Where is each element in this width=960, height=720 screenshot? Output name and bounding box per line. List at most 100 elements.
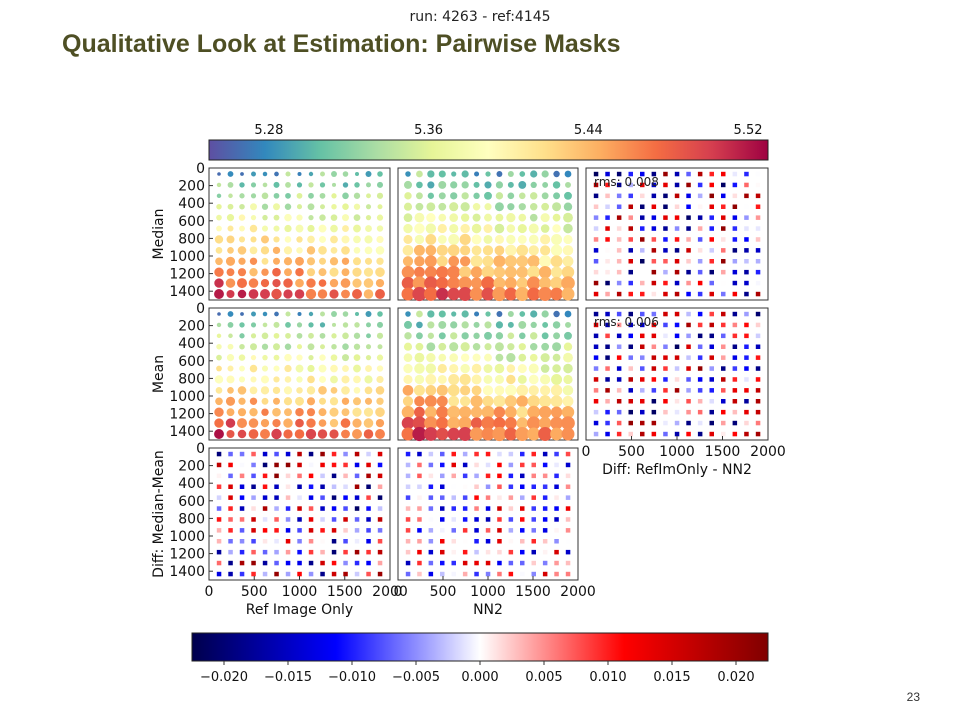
- diff-square: [616, 237, 622, 242]
- x-tick-label: 500: [430, 584, 457, 600]
- data-point: [319, 375, 326, 383]
- data-point: [249, 407, 258, 417]
- data-point: [354, 182, 360, 188]
- data-point: [458, 427, 473, 441]
- data-point: [505, 244, 517, 257]
- diff-square: [732, 248, 738, 253]
- diff-square: [744, 399, 749, 404]
- data-point: [353, 257, 361, 266]
- diff-square: [697, 226, 703, 231]
- data-point: [377, 171, 383, 177]
- diff-square: [674, 322, 680, 328]
- data-point: [541, 170, 549, 178]
- diff-square: [542, 473, 548, 479]
- diff-square: [686, 226, 691, 231]
- diff-square: [674, 204, 680, 209]
- diff-square: [531, 495, 536, 500]
- data-point: [320, 344, 325, 350]
- diff-square: [297, 539, 302, 544]
- diff-square: [462, 560, 468, 566]
- data-point: [550, 244, 563, 257]
- diff-square: [308, 539, 314, 544]
- data-point: [308, 171, 314, 177]
- data-point: [239, 343, 245, 350]
- data-point: [403, 353, 413, 362]
- data-point: [353, 247, 361, 254]
- data-point: [237, 246, 247, 255]
- diff-square: [451, 462, 456, 468]
- data-point: [449, 363, 459, 374]
- diff-square: [285, 571, 291, 577]
- diff-square: [377, 495, 383, 500]
- data-point: [484, 181, 492, 189]
- diff-square: [616, 431, 622, 437]
- diff-square: [228, 451, 233, 457]
- diff-square: [744, 171, 749, 177]
- diff-square: [616, 366, 622, 371]
- diff-square: [651, 409, 657, 415]
- data-point: [285, 192, 291, 199]
- data-point: [469, 427, 484, 441]
- diff-square: [732, 182, 738, 188]
- data-point: [401, 265, 415, 279]
- diff-square: [709, 226, 714, 231]
- diff-square: [628, 193, 633, 199]
- column-label: Diff: RefImOnly - NN2: [602, 462, 752, 478]
- data-point: [226, 408, 235, 417]
- diff-square: [697, 259, 703, 264]
- diff-square: [732, 215, 738, 220]
- data-point: [249, 267, 258, 277]
- diff-square: [616, 193, 622, 199]
- data-point: [506, 353, 516, 363]
- data-point: [528, 374, 539, 385]
- diff-square: [239, 451, 245, 457]
- diff-square: [674, 226, 680, 231]
- run-label: run: 4263 - ref:4145: [409, 9, 551, 25]
- diff-square: [697, 215, 703, 220]
- diff-square: [651, 248, 657, 253]
- data-point: [528, 223, 539, 234]
- data-point: [284, 236, 292, 243]
- data-point: [447, 276, 461, 290]
- diff-square: [697, 431, 703, 437]
- diff-square: [354, 462, 360, 468]
- diff-square: [485, 473, 491, 479]
- diff-square: [605, 248, 610, 253]
- data-point: [329, 407, 339, 417]
- diff-square: [216, 495, 222, 500]
- diff-square: [262, 495, 268, 500]
- diff-square: [593, 366, 599, 371]
- diff-square: [640, 366, 645, 371]
- data-point: [516, 255, 529, 268]
- diff-square: [331, 571, 337, 577]
- diff-square: [485, 560, 491, 566]
- data-point: [459, 266, 472, 279]
- diff-square: [709, 355, 714, 360]
- data-point: [542, 181, 549, 188]
- diff-square: [721, 280, 726, 286]
- diff-square: [674, 399, 680, 404]
- diff-square: [663, 420, 668, 426]
- diff-square: [744, 322, 749, 328]
- diff-square: [354, 495, 360, 500]
- diff-square: [663, 215, 668, 220]
- data-point: [284, 213, 292, 222]
- data-point: [318, 419, 327, 427]
- diff-square: [554, 462, 559, 468]
- data-point: [342, 171, 349, 177]
- diff-square: [554, 549, 559, 555]
- diff-square: [239, 560, 245, 566]
- diff-square: [593, 322, 599, 328]
- data-point: [415, 342, 424, 351]
- data-point: [414, 256, 425, 267]
- diff-square: [628, 171, 633, 177]
- bottom-colorbar: −0.020 −0.015 −0.010 −0.005 0.000 0.005 0.010 0…: [191, 632, 769, 685]
- diff-square: [274, 451, 279, 457]
- diff-square: [721, 333, 726, 339]
- diff-square: [228, 549, 233, 555]
- data-point: [550, 416, 563, 430]
- data-point: [471, 223, 482, 234]
- data-point: [518, 320, 527, 329]
- diff-square: [593, 409, 599, 415]
- data-point: [225, 256, 236, 266]
